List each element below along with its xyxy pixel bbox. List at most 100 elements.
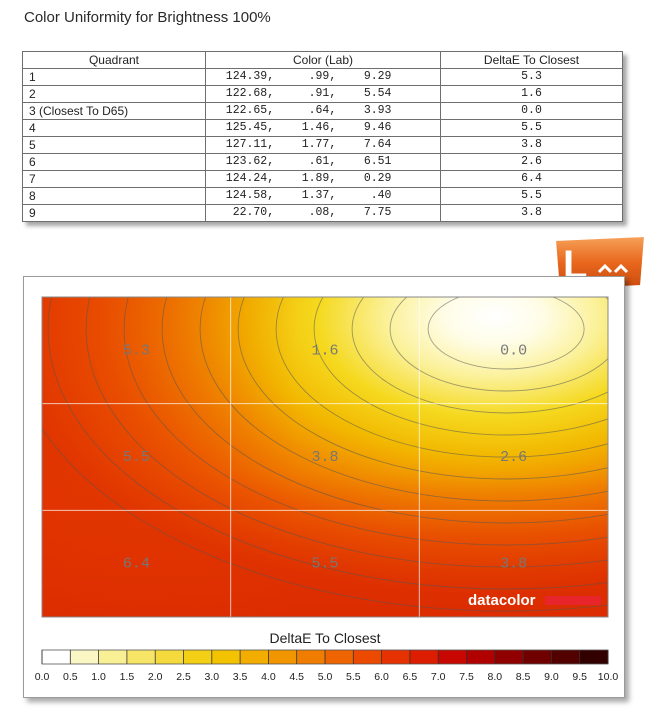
deltae-cell: 5.3 (440, 68, 623, 86)
quadrant-cell: 4 (22, 119, 206, 137)
table-row: 5 127.11, 1.77, 7.64 3.8 (22, 136, 623, 154)
uniformity-table: Quadrant Color (Lab) DeltaE To Closest 1… (22, 51, 623, 222)
quadrant-cell: 9 (22, 204, 206, 222)
colorbar-tick-label: 2.0 (148, 671, 163, 683)
deltae-cell: 0.0 (440, 102, 623, 120)
colorbar-tick-label: 6.5 (403, 671, 418, 683)
contour-line (351, 297, 608, 414)
color-lab-cell: 122.65, .64, 3.93 (205, 102, 441, 120)
deltae-cell: 2.6 (440, 153, 623, 171)
cell-value-label: 5.5 (123, 449, 150, 466)
watermark-bar (545, 596, 601, 605)
deltae-cell: 5.5 (440, 119, 623, 137)
table-row: 8 124.58, 1.37, .40 5.5 (22, 187, 623, 205)
colorbar-tick-label: 0.0 (35, 671, 50, 683)
cell-value-label: 5.5 (311, 556, 338, 573)
colorbar-swatch (494, 650, 524, 664)
quadrant-cell: 6 (22, 153, 206, 171)
table-row: 6 123.62, .61, 6.51 2.6 (22, 153, 623, 171)
color-lab-cell: 125.45, 1.46, 9.46 (205, 119, 441, 137)
colorbar-tick-label: 6.0 (374, 671, 389, 683)
colorbar-tick-label: 8.5 (516, 671, 531, 683)
cell-value-label: 1.6 (311, 342, 338, 359)
deltae-cell: 1.6 (440, 85, 623, 103)
colorbar-title: DeltaE To Closest (269, 630, 380, 646)
page-title: Color Uniformity for Brightness 100% (24, 9, 271, 26)
colorbar-swatch (155, 650, 184, 664)
table-row: 2 122.68, .91, 5.54 1.6 (22, 85, 623, 103)
quadrant-cell: 7 (22, 170, 206, 188)
colorbar-swatch (268, 650, 298, 664)
contour-line (427, 297, 585, 370)
colorbar-swatch (296, 650, 326, 664)
colorbar-swatch (579, 650, 609, 664)
colorbar-tick-label: 5.0 (318, 671, 333, 683)
deltae-cell: 3.8 (440, 204, 623, 222)
table-row: 1 124.39, .99, 9.29 5.3 (22, 68, 623, 86)
table-row: 4 125.45, 1.46, 9.46 5.5 (22, 119, 623, 137)
contour-line (161, 297, 608, 524)
table-row: 9 22.70, .08, 7.75 3.8 (22, 204, 623, 222)
deltae-cell: 6.4 (440, 170, 623, 188)
cell-value-label: 2.6 (500, 449, 527, 466)
table-header-row: Quadrant Color (Lab) DeltaE To Closest (22, 51, 623, 69)
colorbar-tick-label: 1.5 (120, 671, 135, 683)
colorbar-tick-label: 8.0 (487, 671, 502, 683)
quadrant-cell: 2 (22, 85, 206, 103)
column-header-deltae: DeltaE To Closest (440, 51, 623, 69)
column-header-quadrant: Quadrant (22, 51, 206, 69)
color-lab-cell: 127.11, 1.77, 7.64 (205, 136, 441, 154)
color-lab-cell: 22.70, .08, 7.75 (205, 204, 441, 222)
contour-line (389, 297, 608, 392)
datacolor-watermark: datacolor (468, 592, 536, 609)
colorbar-swatch (381, 650, 411, 664)
colorbar-swatch (551, 650, 581, 664)
deltae-heatmap-panel: 5.3 1.6 0.0 5.5 3.8 2.6 6.4 5.5 3.8 datacolor Del… (23, 276, 625, 698)
deltae-cell: 5.5 (440, 187, 623, 205)
quadrant-cell: 3 (Closest To D65) (22, 102, 206, 120)
colorbar-swatch (42, 650, 71, 664)
contour-line (85, 297, 608, 568)
colorbar-tick-label: 4.5 (289, 671, 304, 683)
colorbar-swatch (353, 650, 383, 664)
quadrant-cell: 8 (22, 187, 206, 205)
colorbar-swatch (466, 650, 496, 664)
colorbar-swatch (409, 650, 439, 664)
colorbar-tick-label: 1.0 (91, 671, 106, 683)
table-body: 1 124.39, .99, 9.29 5.3 2 122.68, .91, 5.5… (22, 68, 623, 222)
color-lab-cell: 124.39, .99, 9.29 (205, 68, 441, 86)
cell-value-label: 3.8 (311, 449, 338, 466)
table-row: 7 124.24, 1.89, 0.29 6.4 (22, 170, 623, 188)
colorbar-swatch (325, 650, 354, 664)
colorbar-tick-label: 10.0 (598, 671, 619, 683)
cell-value-label: 3.8 (500, 556, 527, 573)
colorbar-swatch (523, 650, 552, 664)
colorbar-tick-label: 7.5 (459, 671, 474, 683)
colorbar-swatch (438, 650, 467, 664)
contour-line (123, 297, 608, 546)
colorbar-tick-label: 5.5 (346, 671, 361, 683)
quadrant-cell: 5 (22, 136, 206, 154)
cell-value-label: 0.0 (500, 342, 527, 359)
colorbar-tick-label: 2.5 (176, 671, 191, 683)
colorbar-tick-label: 7.0 (431, 671, 446, 683)
color-lab-cell: 123.62, .61, 6.51 (205, 153, 441, 171)
contour-line (199, 297, 608, 502)
colorbar-tick-label: 9.0 (544, 671, 559, 683)
contour-line (313, 297, 608, 436)
plot-border (41, 296, 609, 618)
contour-line (47, 297, 608, 590)
colorbar-swatch (240, 650, 269, 664)
colorbar-swatch (98, 650, 128, 664)
contour-line (237, 297, 608, 480)
contour-line (42, 427, 608, 612)
deltae-cell: 3.8 (440, 136, 623, 154)
color-lab-cell: 124.58, 1.37, .40 (205, 187, 441, 205)
colorbar-tick-label: 3.5 (233, 671, 248, 683)
colorbar-swatch (70, 650, 100, 664)
column-header-color-lab: Color (Lab) (205, 51, 441, 69)
cell-value-label: 6.4 (123, 556, 150, 573)
colorbar-tick-label: 9.5 (572, 671, 587, 683)
colorbar-swatch (211, 650, 241, 664)
colorbar-tick-label: 4.0 (261, 671, 276, 683)
